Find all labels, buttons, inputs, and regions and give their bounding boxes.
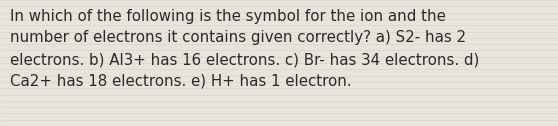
Text: In which of the following is the symbol for the ion and the
number of electrons : In which of the following is the symbol … bbox=[10, 9, 479, 89]
